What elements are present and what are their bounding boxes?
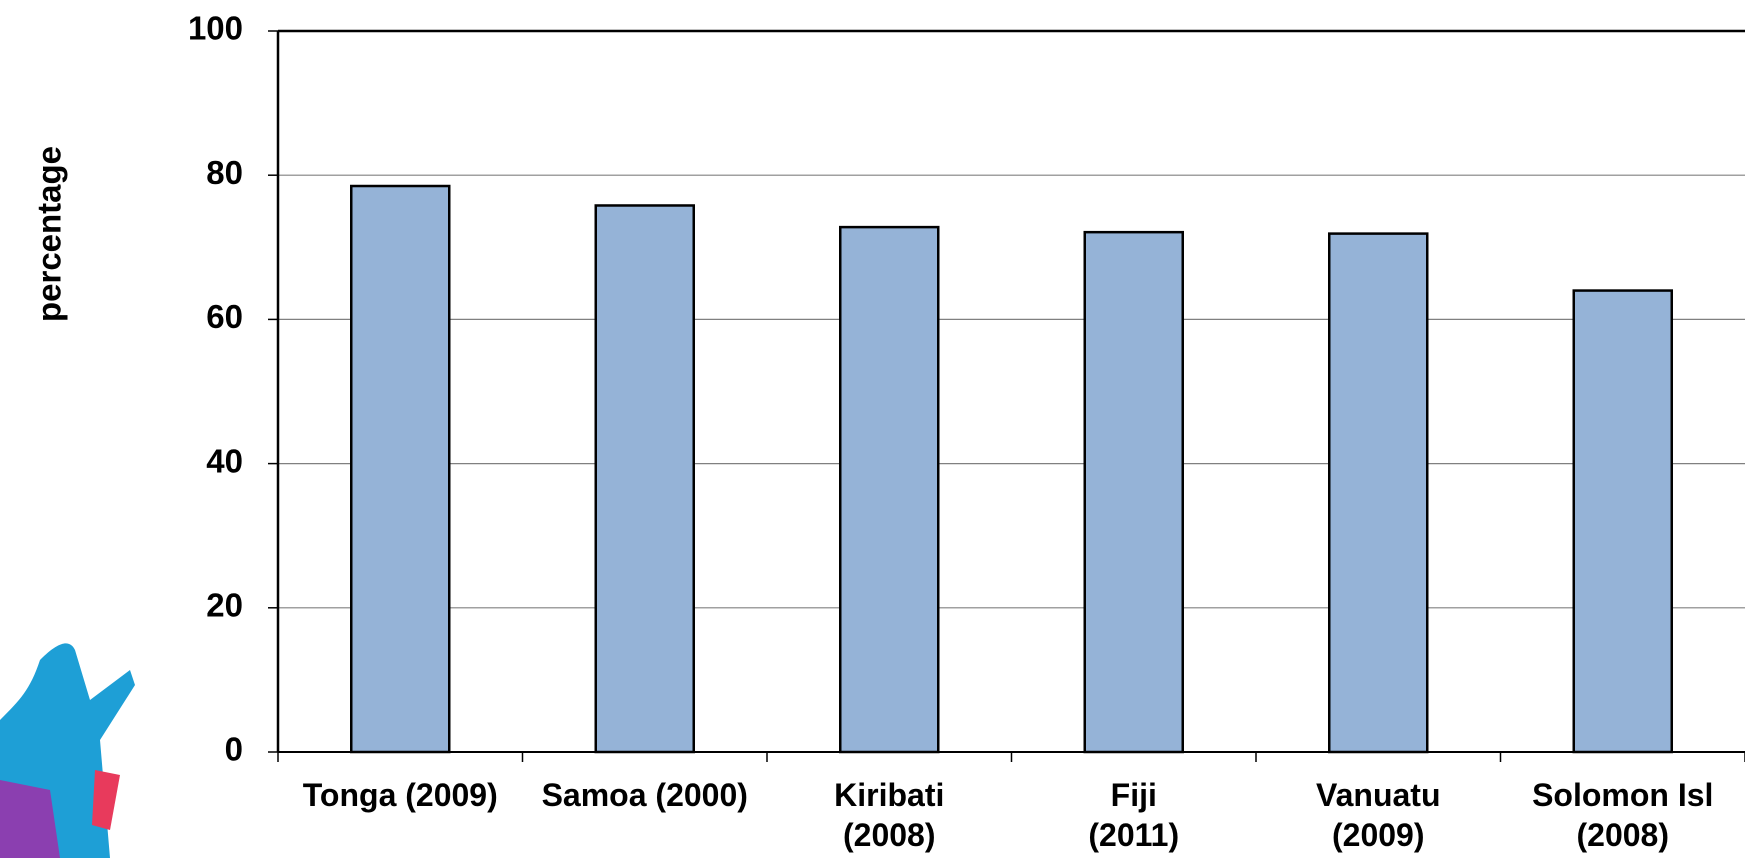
bar	[1328, 232, 1429, 754]
bar	[839, 225, 940, 754]
decoration	[0, 643, 135, 858]
y-tick-label: 0	[225, 731, 243, 768]
y-tick-label: 60	[206, 298, 243, 335]
y-tick-label: 20	[206, 587, 243, 624]
x-tick-label: Samoa (2000)	[541, 777, 748, 813]
y-tick-label: 40	[206, 442, 243, 479]
x-tick-label: Kiribati (2008)	[834, 777, 945, 853]
x-tick-label: Vanuatu (2009)	[1316, 777, 1441, 853]
y-tick-label: 100	[188, 10, 243, 47]
bar	[594, 204, 695, 754]
bar	[350, 184, 451, 754]
bar	[1572, 289, 1673, 754]
bar	[1083, 230, 1184, 754]
x-tick-label: Tonga (2009)	[302, 777, 498, 813]
y-tick-label: 80	[206, 154, 243, 191]
x-tick-label: Fiji (2011)	[1088, 777, 1180, 853]
y-axis-label: percentage	[31, 146, 68, 322]
x-tick-label: Solomon Isl (2008)	[1532, 777, 1714, 853]
